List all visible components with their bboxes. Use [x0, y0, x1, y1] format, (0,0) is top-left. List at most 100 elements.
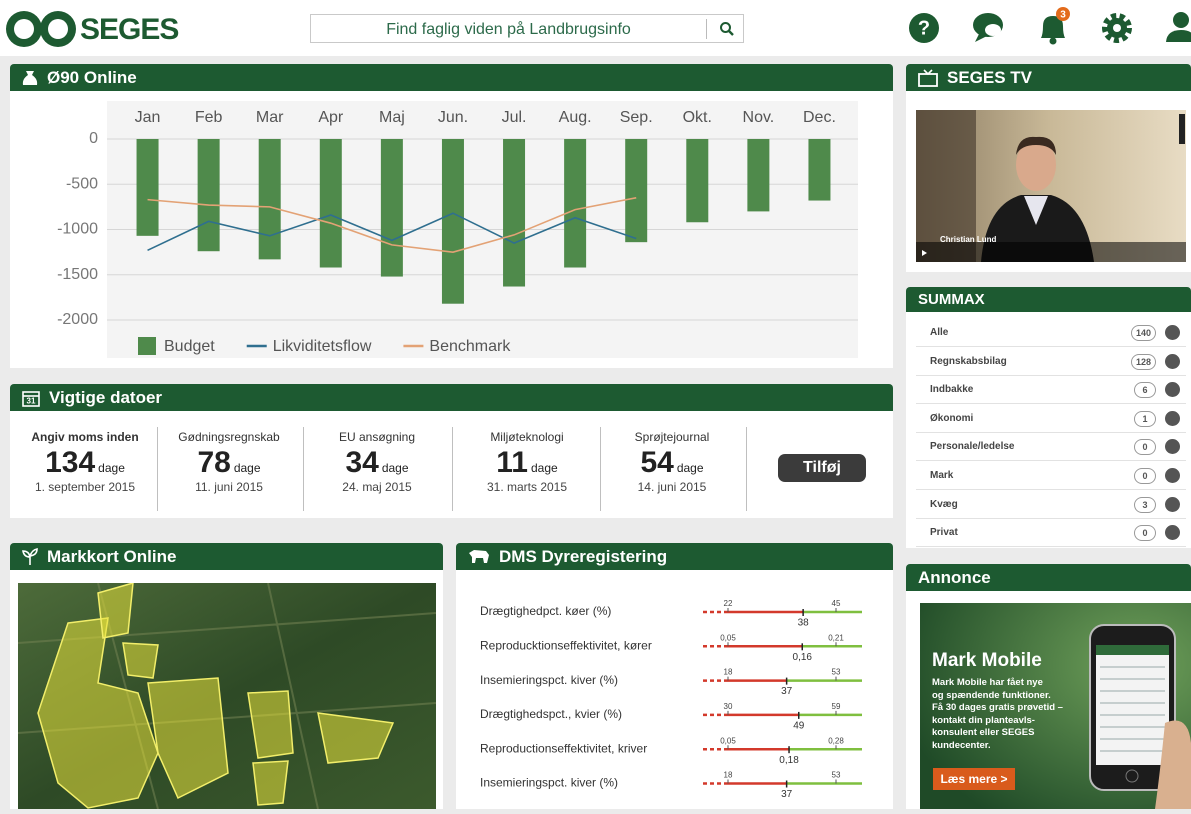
summax-label: Økonomi — [930, 413, 973, 424]
gauge-current-label: 0,16 — [793, 652, 813, 663]
date-date: 24. maj 2015 — [304, 480, 450, 494]
summax-arrow[interactable] — [1165, 411, 1180, 426]
tv-body: Christian Lund — [906, 91, 1191, 272]
x-tick-label: Mar — [256, 109, 284, 126]
date-date: 14. juni 2015 — [599, 480, 745, 494]
bar — [137, 139, 159, 236]
bar — [564, 139, 586, 268]
logo[interactable]: SEGES — [80, 13, 178, 47]
gauge-high-label: 59 — [832, 702, 841, 711]
date-label: Sprøjtejournal — [599, 430, 745, 444]
summax-arrow[interactable] — [1165, 497, 1180, 512]
summax-label: Regnskabsbilag — [930, 356, 1007, 367]
date-unit: dage — [531, 461, 558, 475]
dms-title: DMS Dyreregistering — [499, 547, 667, 567]
gauge-low-label: 30 — [724, 702, 733, 711]
ad-headline: Mark Mobile — [932, 650, 1042, 672]
search-icon[interactable] — [719, 21, 735, 37]
settings-icon[interactable] — [1105, 16, 1129, 40]
x-tick-label: Jul. — [502, 109, 527, 126]
summax-arrow[interactable] — [1165, 525, 1180, 540]
sprout-icon — [22, 548, 38, 566]
calendar-icon: 31 — [22, 389, 40, 407]
ad-button[interactable]: Læs mere > — [933, 768, 1015, 790]
summax-label: Alle — [930, 327, 948, 338]
date-days: 11 — [496, 446, 528, 479]
gauge-low-label: 18 — [724, 771, 733, 780]
divider — [157, 427, 158, 511]
date-unit: dage — [382, 461, 409, 475]
summax-count: 1 — [1134, 411, 1156, 427]
gauge-current-label: 0,18 — [779, 755, 799, 766]
dms-body: Drægtighedpct. køer (%)224538Reproduckti… — [456, 570, 893, 809]
bar — [686, 139, 708, 222]
markkort-body — [10, 570, 443, 809]
summax-arrow[interactable] — [1165, 382, 1180, 397]
chat-icon[interactable] — [973, 13, 1003, 42]
summax-count: 0 — [1134, 468, 1156, 484]
y-tick-label: -1500 — [57, 266, 98, 283]
summax-row[interactable]: Økonomi 1 — [916, 405, 1186, 433]
summax-arrow[interactable] — [1165, 354, 1180, 369]
date-label: Gødningsregnskab — [156, 430, 302, 444]
summax-count: 140 — [1131, 325, 1156, 341]
date-item: Miljøteknologi11dage31. marts 2015 — [454, 430, 600, 494]
search-box[interactable]: Find faglig viden på Landbrugsinfo — [310, 14, 744, 43]
gauge-current-label: 38 — [798, 618, 810, 629]
summax-arrow[interactable] — [1165, 325, 1180, 340]
gauge-high-label: 0,28 — [828, 736, 844, 745]
dates-header: 31 Vigtige datoer — [10, 384, 893, 411]
summax-title: SUMMAX — [918, 291, 985, 308]
ad-line: og spændende funktioner. — [932, 690, 1063, 703]
summax-arrow[interactable] — [1165, 468, 1180, 483]
divider — [303, 427, 304, 511]
summax-count: 0 — [1134, 525, 1156, 541]
ad-line: kontakt din planteavls- — [932, 715, 1063, 728]
summax-label: Kvæg — [930, 499, 958, 510]
gauge-label: Insemieringspct. kiver (%) — [480, 776, 618, 790]
divider — [746, 427, 747, 511]
bar — [625, 139, 647, 242]
gauge-label: Reproductionseffektivitet, kriver — [480, 741, 647, 755]
gauge-low-label: 22 — [724, 599, 733, 608]
gauge-high-label: 53 — [832, 668, 841, 677]
summax-label: Indbakke — [930, 384, 973, 395]
legend-label: Likviditetsflow — [273, 338, 372, 355]
x-tick-label: Apr — [318, 109, 344, 126]
summax-row[interactable]: Privat 0 — [916, 519, 1186, 547]
ad-header: Annonce — [906, 564, 1191, 591]
summax-row[interactable]: Alle 140 — [916, 319, 1186, 347]
add-button[interactable]: Tilføj — [778, 454, 866, 482]
help-icon[interactable]: ? — [909, 13, 939, 43]
date-item: Sprøjtejournal54dage14. juni 2015 — [599, 430, 745, 494]
field-map[interactable] — [18, 583, 436, 809]
x-tick-label: Okt. — [683, 109, 712, 126]
x-tick-label: Nov. — [743, 109, 775, 126]
bar — [198, 139, 220, 251]
summax-header: SUMMAX — [906, 287, 1191, 312]
gauge-label: Drægtighedspct., kvier (%) — [480, 707, 622, 721]
summax-arrow[interactable] — [1165, 439, 1180, 454]
y-tick-label: -500 — [66, 175, 98, 192]
bar — [808, 139, 830, 201]
date-label: EU ansøgning — [304, 430, 450, 444]
x-tick-label: Jan — [135, 109, 161, 126]
user-icon[interactable] — [1166, 12, 1191, 42]
x-tick-label: Dec. — [803, 109, 836, 126]
summax-label: Privat — [930, 527, 958, 538]
video-player[interactable]: Christian Lund — [916, 110, 1186, 262]
legend-swatch — [138, 337, 156, 355]
ad-line: Mark Mobile har fået nye — [932, 677, 1063, 690]
legend-label: Benchmark — [429, 338, 511, 355]
logo-mark — [4, 8, 82, 50]
